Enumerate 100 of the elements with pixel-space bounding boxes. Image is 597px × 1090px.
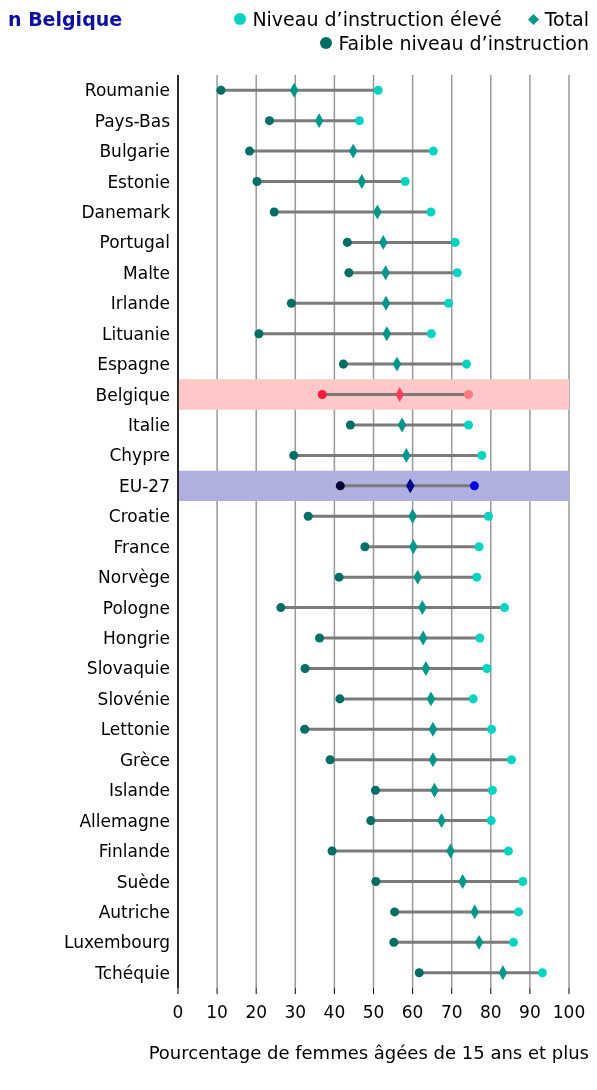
point bbox=[537, 968, 547, 978]
x-tick-label: 80 bbox=[479, 1002, 502, 1023]
point bbox=[487, 785, 497, 795]
point bbox=[475, 633, 485, 643]
point bbox=[477, 450, 487, 460]
point bbox=[303, 511, 313, 521]
point bbox=[245, 146, 255, 156]
point bbox=[338, 359, 348, 369]
point bbox=[371, 876, 381, 886]
point bbox=[276, 603, 286, 613]
x-tick-label: 90 bbox=[519, 1002, 541, 1023]
legend-label: Niveau d’instruction élevé bbox=[252, 8, 502, 30]
point bbox=[426, 329, 436, 339]
x-tick-label: 0 bbox=[172, 1002, 184, 1023]
y-tick-label: Croatie bbox=[108, 506, 170, 527]
point bbox=[503, 846, 513, 856]
point bbox=[469, 481, 479, 491]
point bbox=[464, 390, 474, 400]
x-tick-label: 30 bbox=[284, 1002, 307, 1023]
y-tick-label: Bulgarie bbox=[99, 141, 170, 162]
point bbox=[370, 785, 380, 795]
point bbox=[486, 816, 496, 826]
point bbox=[252, 177, 262, 187]
y-tick-label: Allemagne bbox=[79, 810, 170, 831]
point bbox=[468, 694, 478, 704]
y-tick-label: Pays-Bas bbox=[94, 110, 171, 131]
y-tick-label: Finlande bbox=[98, 841, 170, 862]
y-tick-label: Grèce bbox=[119, 749, 170, 770]
y-tick-label: Lettonie bbox=[100, 719, 170, 740]
point bbox=[483, 511, 493, 521]
point bbox=[366, 816, 376, 826]
y-tick-label: Islande bbox=[108, 780, 170, 801]
point bbox=[269, 207, 279, 217]
point bbox=[414, 968, 424, 978]
point bbox=[342, 237, 352, 247]
point bbox=[508, 937, 518, 947]
point bbox=[464, 420, 474, 430]
legend-label: Total bbox=[544, 8, 589, 30]
y-tick-label: Pologne bbox=[102, 597, 170, 618]
point bbox=[360, 542, 370, 552]
y-tick-label: Suède bbox=[116, 871, 170, 892]
point bbox=[325, 755, 335, 765]
point bbox=[315, 633, 325, 643]
y-tick-label: Hongrie bbox=[103, 628, 170, 649]
point bbox=[462, 359, 472, 369]
point bbox=[286, 298, 296, 308]
x-tick-label: 20 bbox=[245, 1002, 268, 1023]
point bbox=[507, 755, 517, 765]
x-tick-label: 50 bbox=[362, 1002, 385, 1023]
point bbox=[487, 724, 497, 734]
point bbox=[452, 268, 462, 278]
y-tick-label: Danemark bbox=[81, 201, 171, 222]
point bbox=[300, 663, 310, 673]
y-tick-label: Lituanie bbox=[101, 323, 170, 344]
point bbox=[444, 298, 454, 308]
point bbox=[390, 907, 400, 917]
point bbox=[354, 116, 364, 126]
point bbox=[428, 146, 438, 156]
point bbox=[344, 268, 354, 278]
point bbox=[499, 603, 509, 613]
y-tick-label: Slovénie bbox=[97, 688, 170, 709]
point bbox=[514, 907, 524, 917]
y-tick-label: Belgique bbox=[95, 384, 170, 405]
y-tick-label: Chypre bbox=[109, 445, 170, 466]
y-tick-label: Italie bbox=[127, 415, 170, 436]
y-tick-label: Luxembourg bbox=[64, 932, 170, 953]
point bbox=[482, 663, 492, 673]
y-tick-label: Espagne bbox=[97, 354, 170, 375]
y-tick-label: Portugal bbox=[99, 232, 170, 253]
point bbox=[400, 177, 410, 187]
point bbox=[254, 329, 264, 339]
y-tick-label: Slovaquie bbox=[86, 658, 170, 679]
point bbox=[289, 450, 299, 460]
y-tick-label: France bbox=[113, 536, 170, 557]
x-tick-label: 70 bbox=[440, 1002, 463, 1023]
y-tick-label: Malte bbox=[123, 262, 170, 283]
point bbox=[389, 937, 399, 947]
y-tick-label: Autriche bbox=[98, 901, 170, 922]
point bbox=[474, 542, 484, 552]
point bbox=[373, 85, 383, 95]
point bbox=[426, 207, 436, 217]
x-tick-label: 60 bbox=[401, 1002, 424, 1023]
point bbox=[317, 390, 327, 400]
y-tick-label: Norvège bbox=[98, 567, 170, 588]
x-tick-label: 10 bbox=[206, 1002, 228, 1023]
y-tick-label: Estonie bbox=[107, 171, 170, 192]
point bbox=[300, 724, 310, 734]
y-tick-label: Tchéquie bbox=[94, 962, 170, 983]
y-tick-label: Roumanie bbox=[84, 80, 170, 101]
point bbox=[334, 572, 344, 582]
legend-label: Faible niveau d’instruction bbox=[338, 32, 589, 54]
chart-title: n Belgique bbox=[8, 8, 123, 30]
point bbox=[518, 876, 528, 886]
point bbox=[345, 420, 355, 430]
point bbox=[335, 694, 345, 704]
y-tick-label: EU-27 bbox=[119, 475, 170, 496]
point bbox=[450, 237, 460, 247]
x-tick-label: 40 bbox=[323, 1002, 346, 1023]
point bbox=[264, 116, 275, 126]
x-axis-title: Pourcentage de femmes âgées de 15 ans et plus bbox=[147, 1042, 589, 1063]
